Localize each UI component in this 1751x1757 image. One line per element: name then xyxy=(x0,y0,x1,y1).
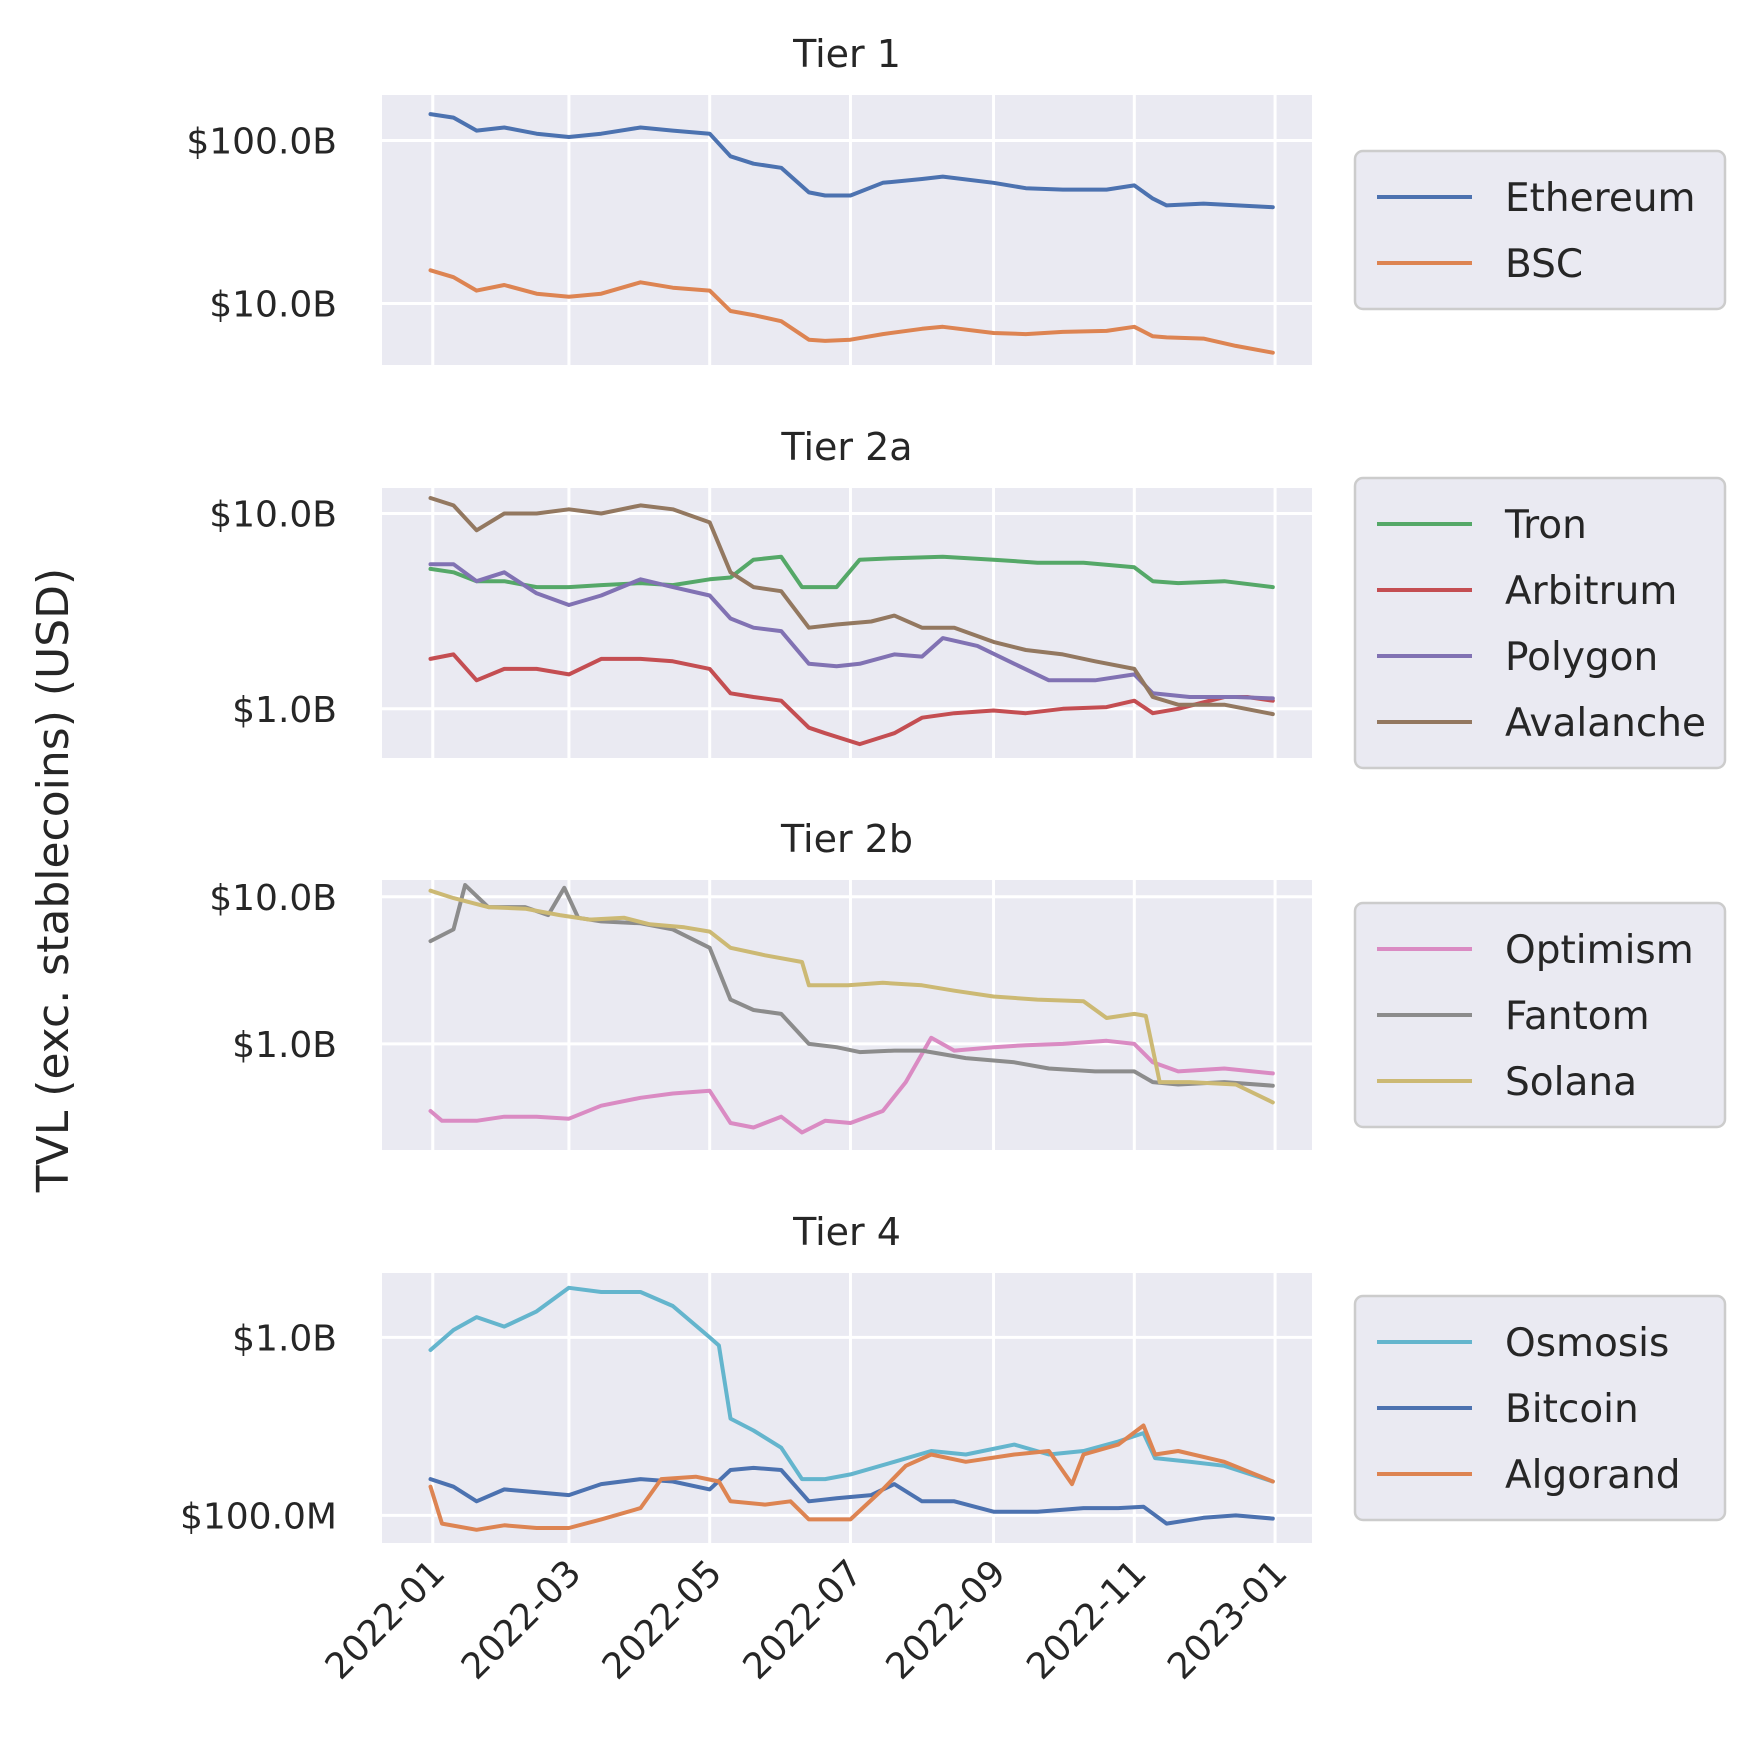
series-line-bsc xyxy=(428,268,1275,355)
series-line-algorand xyxy=(428,1423,1275,1532)
x-tick-label: 2022-09 xyxy=(879,1552,1014,1687)
plot-area xyxy=(382,880,1312,1150)
legend-box xyxy=(1353,149,1727,311)
series-line-avalanche xyxy=(428,496,1275,717)
legend-label: Osmosis xyxy=(1505,1321,1669,1366)
x-tick-label: 2022-05 xyxy=(595,1552,730,1687)
x-tick-label: 2023-01 xyxy=(1160,1552,1295,1687)
plot-area xyxy=(382,95,1312,365)
x-tick-label: 2022-03 xyxy=(454,1552,589,1687)
legend-label: Tron xyxy=(1504,503,1587,548)
panel-title: Tier 2a xyxy=(780,425,912,469)
y-tick-label: $10.0B xyxy=(209,494,337,535)
panel-title: Tier 1 xyxy=(792,32,901,76)
y-axis-label: TVL (exc. stablecoins) (USD) xyxy=(28,568,79,1193)
legend-label: Optimism xyxy=(1505,928,1694,973)
legend-label: Polygon xyxy=(1505,635,1658,680)
series-line-tron xyxy=(428,554,1275,590)
legend: Optimism Fantom Solana xyxy=(1353,901,1727,1129)
y-tick-label: $10.0B xyxy=(209,878,337,919)
panel-2: $1.0B $10.0B Tier 2a Tron Arbitrum Polygon Ava… xyxy=(209,425,1727,770)
y-tick-label: $1.0B xyxy=(232,1025,337,1066)
legend-label: BSC xyxy=(1505,242,1583,287)
series-line-bitcoin xyxy=(428,1465,1275,1526)
panel-1: $10.0B $100.0B Tier 1 Ethereum BSC xyxy=(186,32,1727,365)
y-tick-label: $100.0B xyxy=(186,121,337,162)
x-tick-label: 2022-11 xyxy=(1019,1552,1154,1687)
legend-label: Solana xyxy=(1505,1060,1637,1105)
series-line-polygon xyxy=(428,562,1275,701)
legend-label: Bitcoin xyxy=(1505,1387,1639,1432)
y-tick-label: $10.0B xyxy=(209,285,337,326)
legend: Osmosis Bitcoin Algorand xyxy=(1353,1294,1727,1522)
plot-area xyxy=(382,1273,1312,1543)
panel-title: Tier 2b xyxy=(780,817,913,861)
legend: Ethereum BSC xyxy=(1353,149,1727,311)
y-tick-label: $100.0M xyxy=(180,1496,337,1537)
legend-box xyxy=(1353,1294,1727,1522)
y-tick-label: $1.0B xyxy=(232,690,337,731)
series-line-ethereum xyxy=(428,112,1275,210)
series-line-solana xyxy=(428,888,1275,1105)
series-line-arbitrum xyxy=(428,652,1275,747)
legend-label: Avalanche xyxy=(1505,701,1706,746)
legend-label: Algorand xyxy=(1505,1453,1681,1498)
y-tick-label: $1.0B xyxy=(232,1318,337,1359)
x-tick-label: 2022-07 xyxy=(735,1552,870,1687)
panel-3: $1.0B $10.0B Tier 2b Optimism Fantom Solana xyxy=(209,817,1727,1150)
series-line-optimism xyxy=(428,1035,1275,1135)
legend-label: Ethereum xyxy=(1505,176,1696,221)
panel-4: $100.0M $1.0B Tier 4 Osmosis Bitcoin Algorand… xyxy=(180,1210,1727,1688)
legend-label: Arbitrum xyxy=(1505,569,1677,614)
panel-title: Tier 4 xyxy=(792,1210,901,1254)
legend: Tron Arbitrum Polygon Avalanche xyxy=(1353,476,1727,770)
legend-label: Fantom xyxy=(1505,994,1650,1039)
legend-box xyxy=(1353,476,1727,770)
legend-box xyxy=(1353,901,1727,1129)
x-tick-label: 2022-01 xyxy=(318,1552,453,1687)
